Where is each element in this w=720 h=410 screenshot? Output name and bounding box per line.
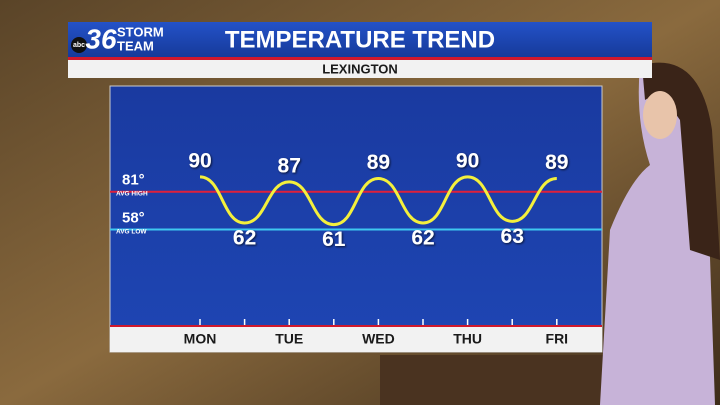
chart-title: TEMPERATURE TREND [225, 26, 495, 53]
subtitle-bar [68, 60, 652, 78]
barrel [380, 355, 640, 405]
network: abc [73, 42, 85, 49]
header-bar [68, 22, 652, 57]
value-label: 61 [322, 228, 346, 251]
reference-sublabel: AVG LOW [116, 228, 147, 235]
axis-rule [110, 325, 602, 327]
reference-label: 81° [122, 172, 145, 189]
value-label: 87 [278, 154, 301, 177]
value-label: 90 [456, 149, 479, 172]
temperature-line [199, 175, 558, 227]
x-tick-label: MON [184, 331, 217, 347]
value-label: 89 [367, 151, 390, 174]
value-label: 62 [233, 227, 256, 250]
value-label: 63 [501, 225, 524, 248]
header-rule [68, 57, 652, 60]
presenter-face [643, 91, 677, 139]
value-label: 89 [545, 151, 568, 174]
station-number: 36 [85, 23, 117, 54]
plot-panel [109, 85, 603, 353]
x-tick-label: FRI [546, 331, 569, 347]
reference-sublabel: AVG HIGH [116, 190, 148, 197]
x-tick-label: TUE [275, 331, 303, 347]
presenter-hair [642, 62, 720, 261]
brand-top: STORM [117, 24, 164, 39]
axis-bar [110, 327, 602, 352]
chart-subtitle: LEXINGTON [322, 61, 398, 76]
value-label: 62 [411, 227, 434, 250]
x-tick-label: WED [362, 331, 395, 347]
brand-bottom: TEAM [117, 38, 154, 53]
value-label: 90 [188, 149, 211, 172]
x-tick-label: THU [453, 331, 482, 347]
reference-label: 58° [122, 210, 145, 227]
network-logo [71, 37, 87, 53]
